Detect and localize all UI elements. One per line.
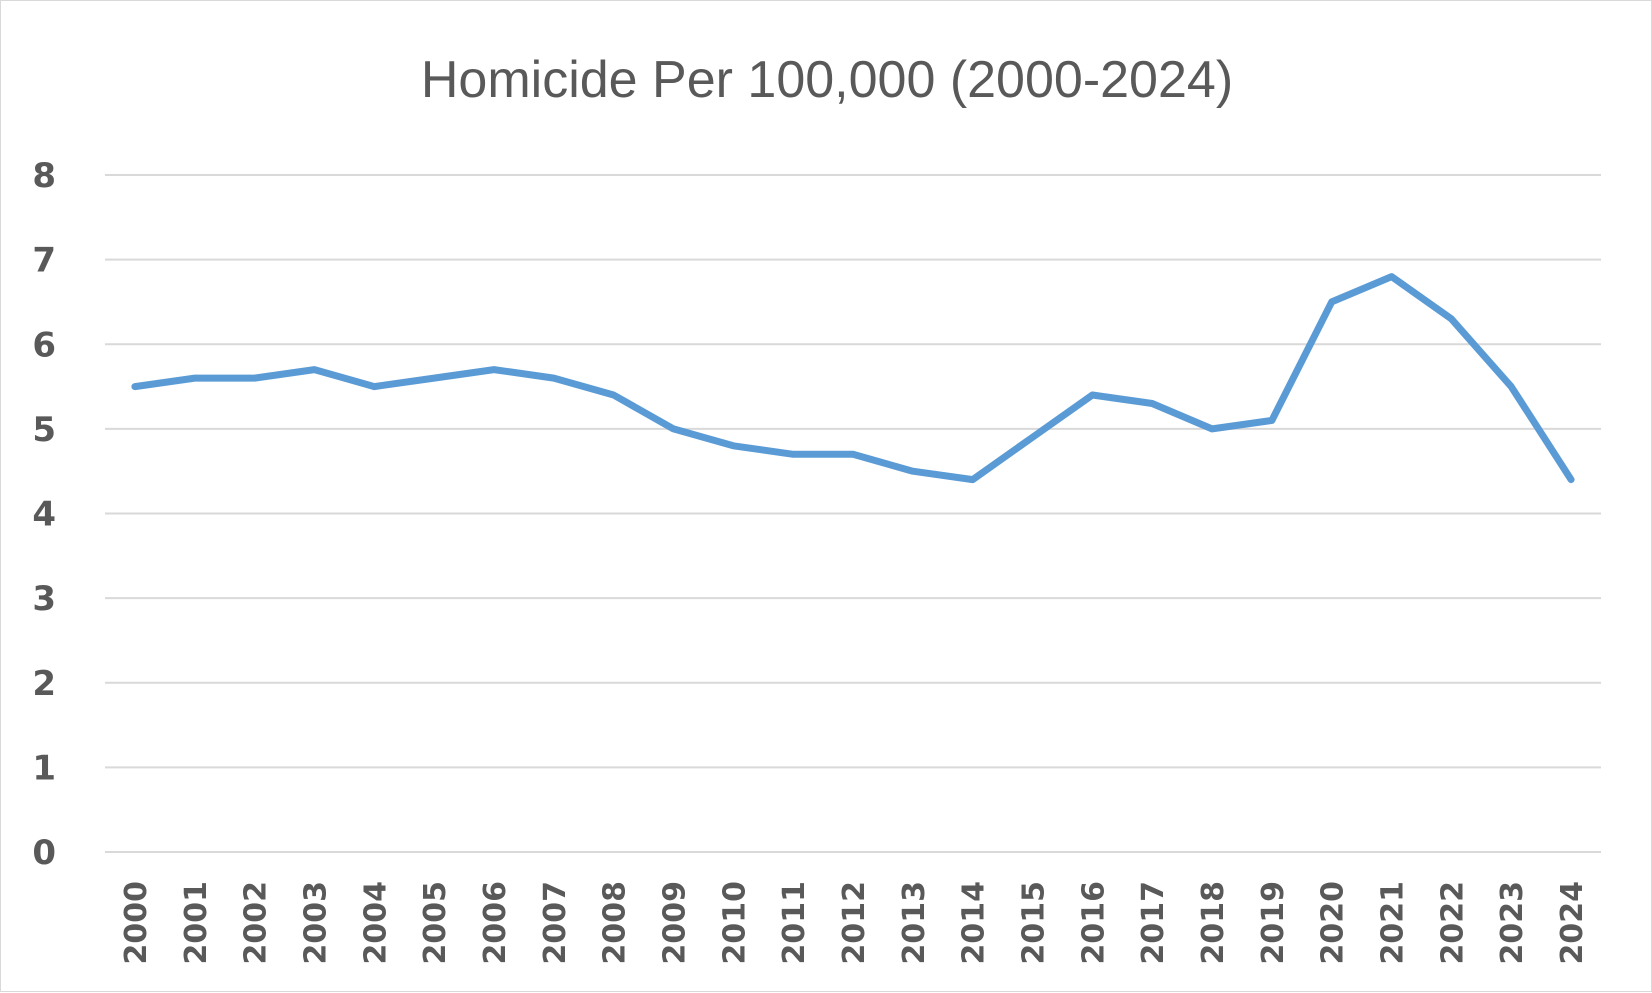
x-tick-label: 2014 (957, 881, 992, 965)
x-tick-label: 2000 (119, 881, 154, 965)
gridlines (105, 175, 1601, 852)
y-tick-label: 2 (32, 664, 56, 704)
y-tick-label: 5 (32, 410, 56, 450)
y-axis-tick-labels: 0 1 2 3 4 5 6 7 8 (32, 156, 56, 873)
x-tick-label: 2015 (1017, 881, 1052, 965)
series-line-0 (135, 277, 1571, 480)
series-layer (135, 277, 1571, 480)
x-tick-label: 2021 (1376, 881, 1411, 965)
x-tick-label: 2001 (179, 881, 214, 965)
y-tick-label: 8 (32, 156, 56, 196)
y-tick-label: 3 (32, 579, 56, 619)
x-tick-label: 2002 (239, 881, 274, 965)
x-tick-label: 2012 (837, 881, 872, 965)
y-tick-label: 1 (32, 748, 56, 788)
x-tick-label: 2003 (298, 881, 333, 965)
y-tick-label: 7 (32, 241, 56, 281)
x-axis-tick-labels: 2000 2001 2002 2003 2004 2005 2006 2007 2008 2009… (119, 881, 1590, 965)
x-tick-label: 2005 (418, 881, 453, 965)
x-tick-label: 2020 (1316, 881, 1351, 965)
y-tick-label: 4 (32, 495, 56, 535)
x-tick-label: 2022 (1435, 881, 1470, 965)
chart-title: Homicide Per 100,000 (2000-2024) (421, 51, 1233, 109)
x-tick-label: 2016 (1076, 881, 1111, 965)
x-tick-label: 2010 (717, 881, 752, 965)
x-tick-label: 2006 (478, 881, 513, 965)
x-tick-label: 2019 (1256, 881, 1291, 965)
x-tick-label: 2018 (1196, 881, 1231, 965)
x-tick-label: 2004 (358, 881, 393, 965)
x-tick-label: 2013 (897, 881, 932, 965)
x-tick-label: 2017 (1136, 881, 1171, 965)
x-tick-label: 2007 (538, 881, 573, 965)
x-tick-label: 2011 (777, 881, 812, 965)
x-tick-label: 2008 (598, 881, 633, 965)
y-tick-label: 6 (32, 325, 56, 365)
x-tick-label: 2024 (1555, 881, 1590, 965)
x-tick-label: 2009 (657, 881, 692, 965)
x-tick-label: 2023 (1495, 881, 1530, 965)
y-tick-label: 0 (32, 833, 56, 873)
